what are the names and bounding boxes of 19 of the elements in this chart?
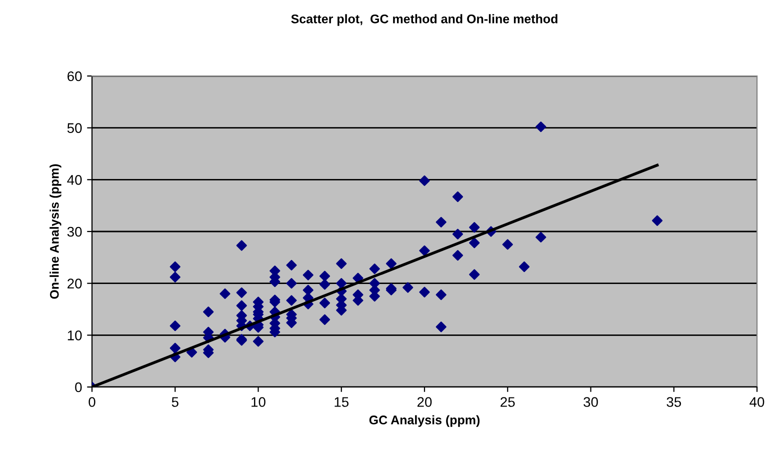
chart-title: Scatter plot, GC method and On-line method (291, 14, 558, 26)
x-tick-label: 40 (750, 397, 764, 407)
y-tick-label: 60 (68, 71, 82, 82)
x-tick-label: 30 (584, 397, 598, 407)
x-tick-label: 25 (500, 397, 515, 407)
y-tick-label: 10 (68, 330, 82, 340)
x-tick-label: 10 (252, 397, 266, 407)
y-tick-label: 40 (67, 175, 82, 185)
x-tick-label: 15 (334, 397, 349, 407)
y-tick-label: 30 (67, 226, 82, 237)
x-tick-label: 0 (88, 397, 96, 407)
y-tick-label: 50 (67, 123, 82, 134)
x-axis-title: GC Analysis (ppm) (369, 415, 480, 427)
y-axis-title: On-line Analysis (ppm) (50, 164, 62, 299)
x-tick-label: 20 (417, 397, 432, 407)
x-tick-label: 35 (666, 397, 682, 407)
y-tick-label: 20 (68, 278, 82, 289)
x-tick-label: 5 (172, 397, 178, 407)
y-tick-label: 0 (75, 382, 82, 392)
